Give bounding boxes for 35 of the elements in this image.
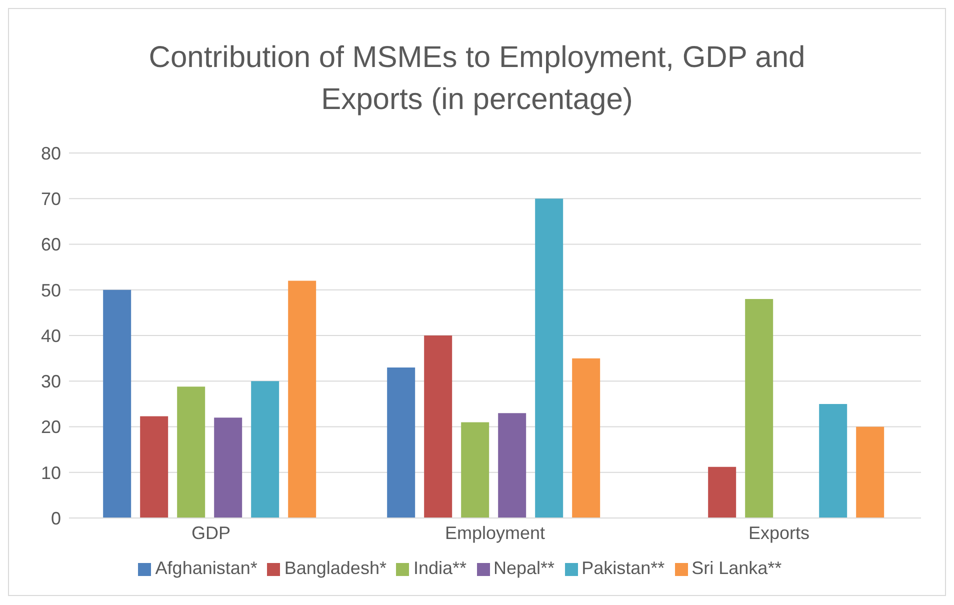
y-tick-label: 20 <box>40 417 61 438</box>
bar <box>461 422 490 518</box>
legend-label: Pakistan** <box>582 558 665 578</box>
bar <box>745 299 774 518</box>
bar <box>819 404 848 518</box>
y-tick-label: 70 <box>40 189 61 210</box>
y-tick-label: 50 <box>40 280 61 300</box>
bar <box>387 367 416 518</box>
legend-label: India** <box>413 558 467 578</box>
bar <box>708 466 736 518</box>
bar <box>498 413 526 518</box>
bar <box>251 381 280 518</box>
y-tick-label: 60 <box>40 234 61 255</box>
y-tick-label: 30 <box>40 372 61 392</box>
legend-label: Sri Lanka** <box>692 558 782 578</box>
bar <box>424 336 452 518</box>
bar <box>856 426 884 518</box>
y-tick-label: 10 <box>40 462 61 483</box>
x-tick-label: Employment <box>444 522 546 543</box>
bar <box>572 358 600 518</box>
x-tick-label: GDP <box>191 522 231 543</box>
legend-label: Afghanistan* <box>155 558 258 578</box>
bar <box>214 418 242 518</box>
bar <box>288 280 316 518</box>
bar <box>177 386 206 518</box>
x-tick-label: Exports <box>748 522 810 543</box>
y-tick-label: 0 <box>50 508 61 528</box>
legend-label: Nepal** <box>494 558 555 578</box>
y-tick-label: 40 <box>40 326 61 346</box>
bar <box>103 290 132 518</box>
bar <box>535 198 564 518</box>
y-tick-label: 80 <box>40 143 61 164</box>
legend-label: Bangladesh* <box>284 558 386 578</box>
chart-title: Contribution of MSMEs to Employment, GDP and Exports (in percentage) <box>148 40 806 118</box>
bar <box>140 416 168 518</box>
